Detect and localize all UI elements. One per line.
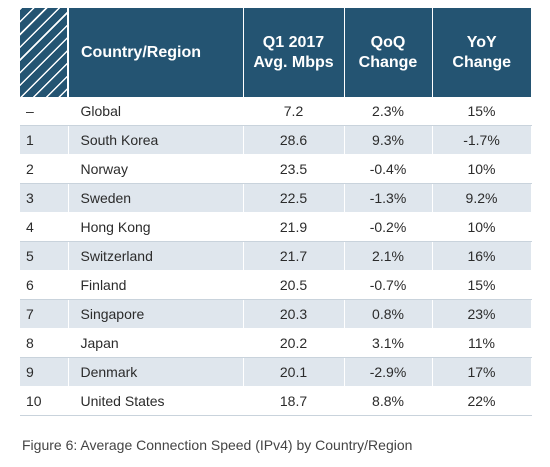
cell-yoy: 15% xyxy=(432,97,532,126)
table-row: 5 Switzerland 21.7 2.1% 16% xyxy=(20,241,532,271)
table-row: – Global 7.2 2.3% 15% xyxy=(20,97,532,126)
header-qoq-line1: QoQ xyxy=(370,33,406,51)
cell-yoy: 11% xyxy=(432,328,532,358)
header-yoy-line1: YoY xyxy=(466,33,497,51)
cell-yoy: -1.7% xyxy=(432,125,532,155)
header-yoy: YoY Change xyxy=(432,8,531,97)
figure-caption: Figure 6: Average Connection Speed (IPv4… xyxy=(22,437,413,453)
cell-qoq: -0.7% xyxy=(344,270,433,300)
table-body: – Global 7.2 2.3% 15% 1 South Korea 28.6 9.3% -1.… xyxy=(20,97,532,416)
table-row: 8 Japan 20.2 3.1% 11% xyxy=(20,328,532,358)
cell-yoy: 10% xyxy=(432,154,532,184)
cell-rank: – xyxy=(20,97,69,126)
cell-qoq: 2.3% xyxy=(344,97,433,126)
table-row: 3 Sweden 22.5 -1.3% 9.2% xyxy=(20,183,532,213)
cell-rank: 7 xyxy=(20,299,69,329)
cell-speed: 7.2 xyxy=(243,97,345,126)
cell-qoq: 0.8% xyxy=(344,299,433,329)
cell-speed: 21.9 xyxy=(243,212,345,242)
header-country: Country/Region xyxy=(68,8,244,97)
cell-rank: 4 xyxy=(20,212,69,242)
table-row: 10 United States 18.7 8.8% 22% xyxy=(20,386,532,416)
cell-country: Hong Kong xyxy=(68,212,244,242)
cell-country: Norway xyxy=(68,154,244,184)
cell-qoq: 2.1% xyxy=(344,241,433,271)
header-speed-line1: Q1 2017 xyxy=(262,33,325,51)
cell-yoy: 17% xyxy=(432,357,532,387)
cell-speed: 20.5 xyxy=(243,270,345,300)
table-row: 9 Denmark 20.1 -2.9% 17% xyxy=(20,357,532,387)
cell-rank: 6 xyxy=(20,270,69,300)
cell-yoy: 10% xyxy=(432,212,532,242)
cell-country: Singapore xyxy=(68,299,244,329)
table-row: 2 Norway 23.5 -0.4% 10% xyxy=(20,154,532,184)
cell-speed: 28.6 xyxy=(243,125,345,155)
cell-qoq: 9.3% xyxy=(344,125,433,155)
cell-country: Switzerland xyxy=(68,241,244,271)
table-row: 1 South Korea 28.6 9.3% -1.7% xyxy=(20,125,532,155)
cell-speed: 18.7 xyxy=(243,386,345,416)
cell-country: Japan xyxy=(68,328,244,358)
cell-yoy: 22% xyxy=(432,386,532,416)
header-yoy-line2: Change xyxy=(452,53,512,71)
cell-country: Finland xyxy=(68,270,244,300)
cell-rank: 8 xyxy=(20,328,69,358)
cell-qoq: 8.8% xyxy=(344,386,433,416)
cell-country: South Korea xyxy=(68,125,244,155)
header-country-label: Country/Region xyxy=(81,43,201,61)
header-speed: Q1 2017 Avg. Mbps xyxy=(243,8,345,97)
cell-qoq: -1.3% xyxy=(344,183,433,213)
cell-qoq: -0.4% xyxy=(344,154,433,184)
header-qoq: QoQ Change xyxy=(344,8,433,97)
cell-qoq: -2.9% xyxy=(344,357,433,387)
table-row: 7 Singapore 20.3 0.8% 23% xyxy=(20,299,532,329)
cell-speed: 20.1 xyxy=(243,357,345,387)
cell-country: Global xyxy=(68,97,244,126)
cell-rank: 10 xyxy=(20,386,69,416)
cell-speed: 20.3 xyxy=(243,299,345,329)
cell-rank: 9 xyxy=(20,357,69,387)
cell-speed: 23.5 xyxy=(243,154,345,184)
cell-rank: 5 xyxy=(20,241,69,271)
table-row: 6 Finland 20.5 -0.7% 15% xyxy=(20,270,532,300)
cell-country: Denmark xyxy=(68,357,244,387)
cell-yoy: 15% xyxy=(432,270,532,300)
hatch-corner-cell xyxy=(20,8,69,97)
cell-rank: 3 xyxy=(20,183,69,213)
connection-speed-table: Country/Region Q1 2017 Avg. Mbps QoQ Chang… xyxy=(20,8,532,416)
header-speed-line2: Avg. Mbps xyxy=(253,53,334,71)
cell-yoy: 23% xyxy=(432,299,532,329)
cell-qoq: 3.1% xyxy=(344,328,433,358)
cell-rank: 2 xyxy=(20,154,69,184)
cell-speed: 22.5 xyxy=(243,183,345,213)
header-qoq-line2: Change xyxy=(358,53,418,71)
table-row: 4 Hong Kong 21.9 -0.2% 10% xyxy=(20,212,532,242)
cell-yoy: 9.2% xyxy=(432,183,532,213)
cell-country: Sweden xyxy=(68,183,244,213)
cell-country: United States xyxy=(68,386,244,416)
cell-yoy: 16% xyxy=(432,241,532,271)
header-row: Country/Region Q1 2017 Avg. Mbps QoQ Chang… xyxy=(20,8,531,97)
cell-rank: 1 xyxy=(20,125,69,155)
cell-speed: 21.7 xyxy=(243,241,345,271)
table-container: Country/Region Q1 2017 Avg. Mbps QoQ Chang… xyxy=(20,8,532,416)
cell-qoq: -0.2% xyxy=(344,212,433,242)
cell-speed: 20.2 xyxy=(243,328,345,358)
